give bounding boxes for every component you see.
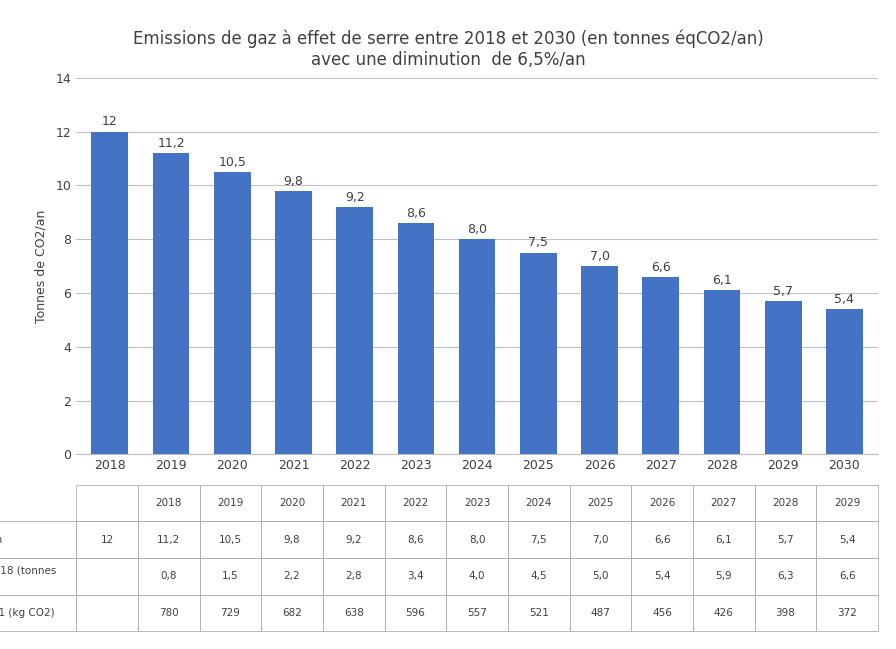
- Text: 9,8: 9,8: [283, 175, 304, 188]
- Text: 8,0: 8,0: [467, 223, 487, 236]
- Bar: [765, 301, 802, 454]
- Text: 6,6: 6,6: [650, 261, 670, 274]
- Bar: [520, 252, 556, 454]
- Bar: [642, 277, 679, 454]
- Bar: [826, 309, 863, 454]
- Bar: [214, 172, 251, 454]
- Bar: [91, 132, 128, 454]
- Text: 6,1: 6,1: [712, 274, 732, 287]
- Bar: [152, 153, 189, 454]
- Text: 10,5: 10,5: [219, 156, 246, 169]
- Text: 9,2: 9,2: [345, 191, 365, 204]
- Text: 11,2: 11,2: [157, 137, 185, 150]
- Text: 5,4: 5,4: [834, 293, 855, 306]
- Text: 7,0: 7,0: [590, 250, 609, 263]
- Bar: [459, 239, 495, 454]
- Bar: [703, 290, 740, 454]
- Y-axis label: Tonnes de CO2/an: Tonnes de CO2/an: [34, 210, 47, 323]
- Bar: [582, 266, 618, 454]
- Text: 12: 12: [102, 116, 117, 129]
- Bar: [336, 207, 373, 454]
- Text: 5,7: 5,7: [773, 285, 793, 298]
- Text: 8,6: 8,6: [406, 207, 426, 220]
- Text: Emissions de gaz à effet de serre entre 2018 et 2030 (en tonnes éqCO2/an)
avec u: Emissions de gaz à effet de serre entre …: [133, 29, 763, 69]
- Text: 7,5: 7,5: [529, 236, 548, 249]
- Bar: [398, 223, 435, 454]
- Bar: [275, 191, 312, 454]
